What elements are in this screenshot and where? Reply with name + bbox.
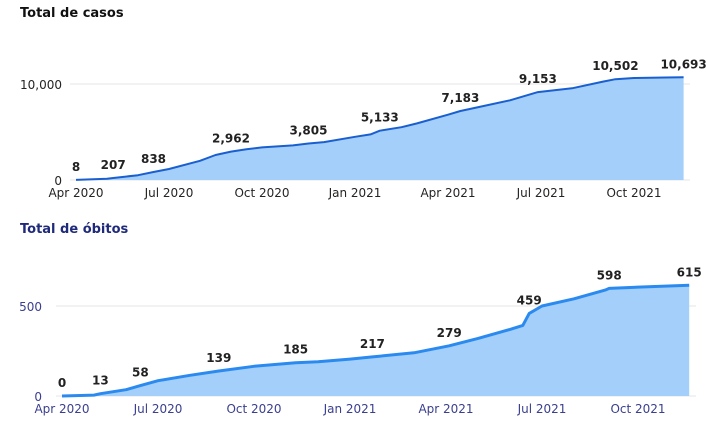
- data-label: 58: [132, 366, 149, 380]
- x-tick-label: Apr 2020: [34, 402, 89, 416]
- data-label: 5,133: [361, 111, 399, 125]
- data-label: 207: [101, 158, 126, 172]
- x-tick-label: Jul 2021: [517, 402, 567, 416]
- x-tick-label: Apr 2020: [48, 186, 103, 200]
- data-label: 615: [677, 265, 702, 279]
- x-tick-label: Oct 2020: [234, 186, 289, 200]
- y-tick-label: 0: [54, 174, 62, 188]
- y-tick-label: 10,000: [20, 78, 62, 92]
- x-tick-label: Jan 2021: [328, 186, 382, 200]
- data-label: 279: [437, 326, 462, 340]
- area-fill: [76, 77, 684, 180]
- data-label: 598: [597, 268, 622, 282]
- data-label: 7,183: [441, 91, 479, 105]
- data-label: 838: [141, 152, 166, 166]
- data-label: 2,962: [212, 132, 250, 146]
- deaths-chart-title: Total de óbitos: [20, 222, 129, 237]
- series-line: [61, 283, 690, 398]
- x-tick-label: Apr 2021: [418, 402, 473, 416]
- data-label: 10,502: [592, 59, 638, 73]
- x-tick-label: Oct 2021: [610, 402, 665, 416]
- data-label: 139: [206, 351, 231, 365]
- x-tick-label: Oct 2020: [226, 402, 281, 416]
- cases-chart-title: Total de casos: [20, 6, 124, 21]
- data-label: 9,153: [519, 72, 557, 86]
- data-label: 217: [360, 337, 385, 351]
- x-tick-label: Apr 2021: [420, 186, 475, 200]
- data-label: 459: [517, 293, 542, 307]
- data-label: 8: [72, 160, 80, 174]
- data-label: 3,805: [290, 123, 328, 137]
- data-label: 13: [92, 374, 109, 388]
- x-tick-label: Jul 2020: [133, 402, 183, 416]
- x-tick-label: Jul 2021: [516, 186, 566, 200]
- data-label: 0: [58, 376, 66, 390]
- y-tick-label: 500: [19, 300, 42, 314]
- x-tick-label: Jan 2021: [323, 402, 377, 416]
- cases-chart: 0 10,000 Apr 2020 Jul 2020 Oct 2020 Jan 2021 A…: [20, 57, 706, 200]
- x-tick-label: Oct 2021: [606, 186, 661, 200]
- data-label: 185: [283, 343, 308, 357]
- y-tick-label: 0: [34, 390, 42, 404]
- series-line: [75, 76, 684, 181]
- data-label: 10,693: [660, 57, 706, 71]
- x-tick-label: Jul 2020: [144, 186, 194, 200]
